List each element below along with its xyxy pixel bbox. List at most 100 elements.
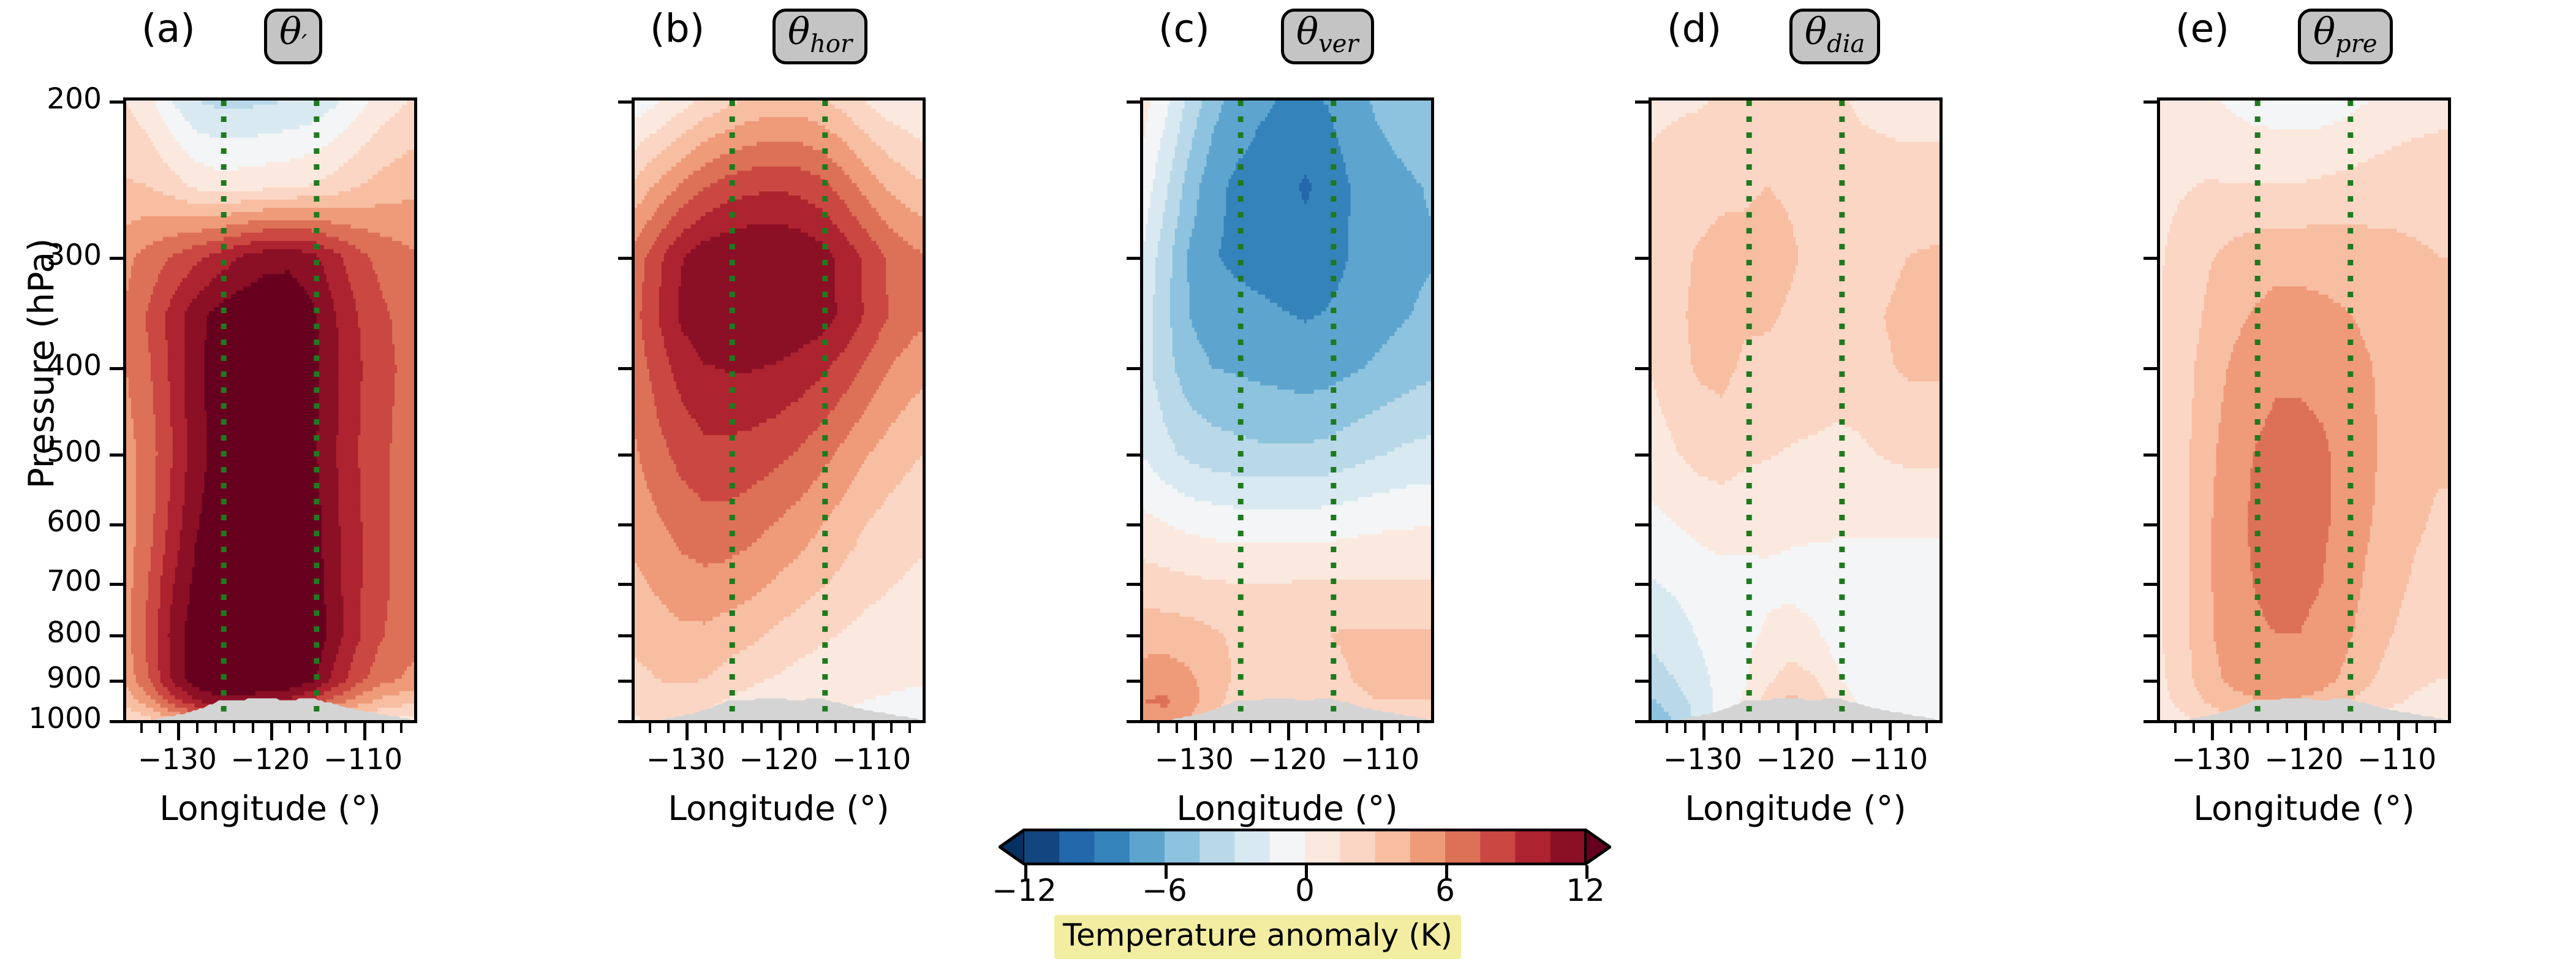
y-major-tick (618, 720, 633, 723)
panel-letter-theta_ver: (c) (1158, 6, 1210, 51)
y-major-tick (110, 679, 124, 683)
x-minor-tick (1212, 723, 1215, 733)
colorbar-tick (1165, 865, 1168, 879)
y-major-tick (1635, 634, 1650, 637)
x-major-tick (779, 723, 782, 740)
contour-field-theta_pre (2160, 101, 2448, 720)
title-symbol: θ (279, 10, 302, 53)
title-symbol: θ (1296, 10, 1319, 53)
y-major-tick (618, 634, 633, 637)
colorbar-extend-high (1584, 827, 1612, 867)
x-minor-tick (1814, 723, 1817, 733)
y-major-tick (1127, 720, 1141, 723)
x-minor-tick (214, 723, 217, 733)
plot-area-theta_ver[interactable] (1140, 97, 1434, 723)
x-minor-tick (381, 723, 384, 733)
colorbar-tick-label: 0 (1295, 873, 1315, 908)
panel-letter-theta_hor: (b) (650, 6, 705, 51)
colorbar-band (1305, 830, 1340, 864)
plot-area-theta_hor[interactable] (632, 97, 926, 723)
x-minor-tick (1721, 723, 1724, 733)
x-minor-tick (2285, 723, 2288, 733)
y-major-tick (1635, 720, 1650, 723)
colorbar-band (1515, 830, 1551, 864)
x-minor-tick (140, 723, 143, 733)
x-minor-tick (2322, 723, 2325, 733)
x-major-tick (871, 723, 875, 740)
colorbar-caption: Temperature anomaly (K) (1054, 915, 1462, 959)
colorbar-tick (1024, 865, 1027, 879)
plot-area-theta_pre[interactable] (2157, 97, 2451, 723)
x-tick-label: −110 (2357, 743, 2437, 776)
colorbar-band (1059, 830, 1095, 864)
x-minor-tick (2229, 723, 2232, 733)
colorbar-tick-label: −12 (992, 873, 1057, 908)
x-minor-tick (2174, 723, 2177, 733)
x-minor-tick (834, 723, 837, 733)
plot-area-theta_dia[interactable] (1649, 97, 1943, 723)
contour-field-theta_prime (126, 101, 414, 720)
y-major-tick (110, 582, 124, 586)
panel-theta_dia (1649, 97, 1943, 723)
x-major-tick (2304, 723, 2307, 740)
y-major-tick (1127, 634, 1141, 637)
y-major-tick (1635, 679, 1650, 683)
x-minor-tick (1176, 723, 1179, 733)
y-major-tick (2144, 101, 2158, 104)
x-minor-tick (233, 723, 236, 733)
x-minor-tick (890, 723, 893, 733)
x-minor-tick (741, 723, 744, 733)
x-minor-tick (307, 723, 310, 733)
y-major-tick (110, 256, 124, 260)
contour-field-theta_ver (1143, 101, 1431, 720)
x-minor-tick (815, 723, 818, 733)
y-tick-label: 1000 (28, 702, 102, 735)
terrain-mask (635, 698, 923, 720)
title-subscript: dia (1827, 30, 1865, 58)
x-major-tick (1380, 723, 1383, 740)
x-minor-tick (1324, 723, 1327, 733)
x-tick-label: −120 (230, 743, 310, 776)
x-minor-tick (1268, 723, 1271, 733)
x-minor-tick (2193, 723, 2196, 733)
x-axis-title: Longitude (°) (2193, 789, 2415, 828)
x-major-tick (363, 723, 366, 740)
x-minor-tick (1361, 723, 1364, 733)
y-major-tick (1635, 101, 1650, 104)
y-major-tick (2144, 453, 2158, 457)
colorbar-band (1480, 830, 1516, 864)
plot-area-theta_prime[interactable] (123, 97, 417, 723)
y-major-tick (618, 582, 633, 586)
panel-title-theta_hor: θhor (772, 9, 868, 64)
terrain-mask (2160, 698, 2448, 720)
x-tick-label: −110 (1340, 743, 1420, 776)
y-tick-label: 600 (47, 505, 102, 539)
x-minor-tick (1758, 723, 1761, 733)
x-tick-label: −120 (1756, 743, 1835, 776)
colorbar-band (1094, 830, 1130, 864)
y-tick-label: 900 (47, 661, 102, 695)
x-minor-tick (2378, 723, 2381, 733)
y-major-tick (1127, 453, 1141, 457)
x-minor-tick (2359, 723, 2362, 733)
y-major-tick (2144, 720, 2158, 723)
x-major-tick (177, 723, 181, 740)
y-major-tick (1635, 367, 1650, 371)
colorbar-band (1269, 830, 1305, 864)
panel-letter-theta_prime: (a) (142, 6, 195, 51)
x-minor-tick (723, 723, 726, 733)
y-major-tick (618, 523, 633, 527)
x-minor-tick (1305, 723, 1309, 733)
x-major-tick (1702, 723, 1706, 740)
y-major-tick (618, 679, 633, 683)
panel-letter-theta_pre: (e) (2175, 6, 2229, 51)
y-major-tick (618, 256, 633, 260)
x-minor-tick (325, 723, 328, 733)
x-minor-tick (344, 723, 347, 733)
y-major-tick (1635, 582, 1650, 586)
y-major-tick (1127, 523, 1141, 527)
terrain-mask (1652, 698, 1940, 720)
x-axis-title: Longitude (°) (1176, 789, 1398, 828)
title-subscript: ′ (301, 30, 308, 58)
x-minor-tick (1157, 723, 1160, 733)
